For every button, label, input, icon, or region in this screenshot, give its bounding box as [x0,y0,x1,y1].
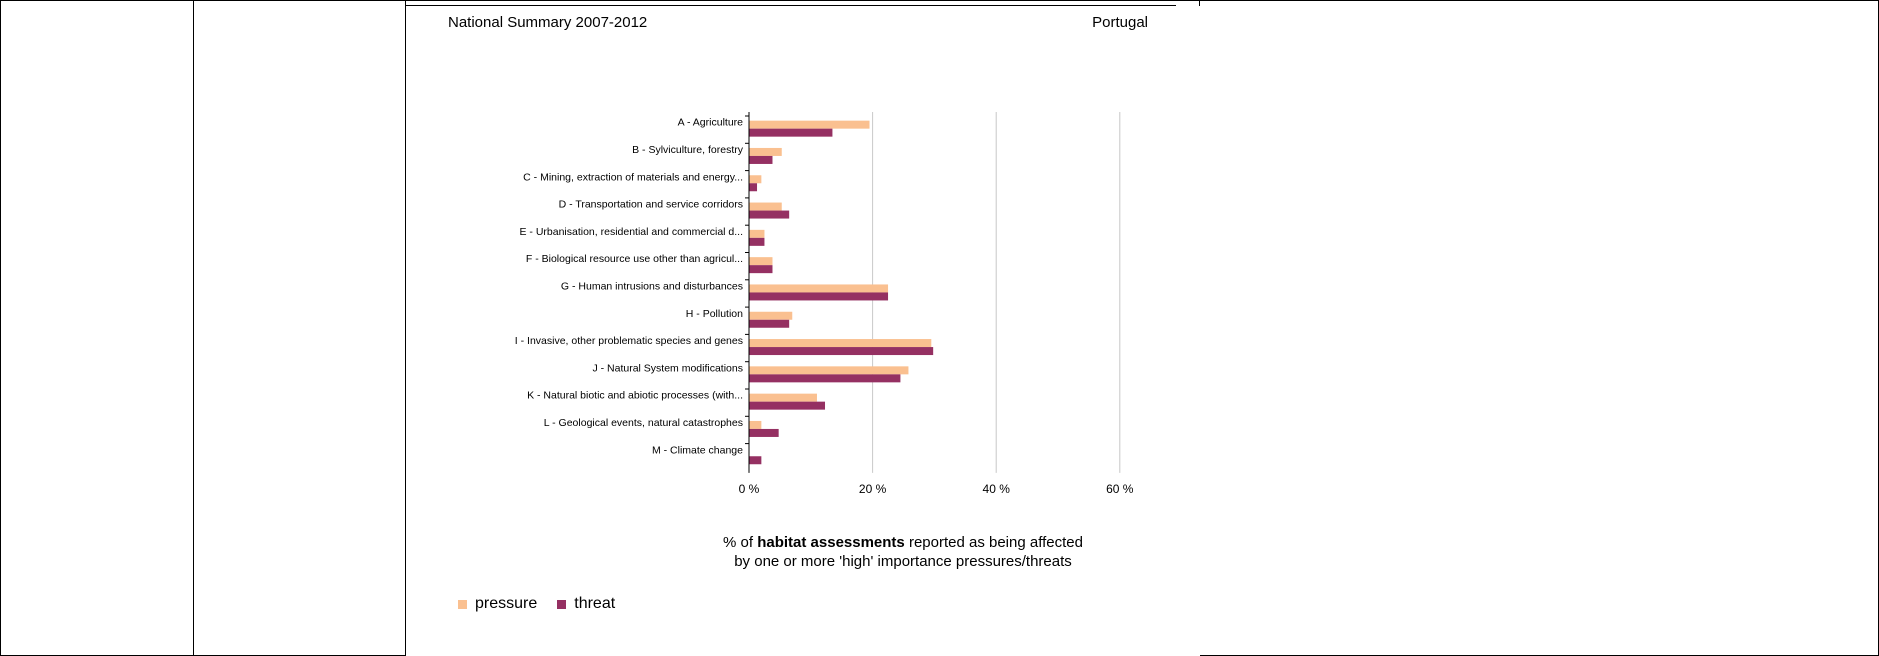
bar-threat [749,401,826,410]
category-label: K - Natural biotic and abiotic processes… [527,390,743,402]
caption-prefix: % of [723,534,758,551]
bar-pressure [749,120,870,129]
bar-threat [749,292,889,301]
column-divider [193,0,194,656]
category-label: C - Mining, extraction of materials and … [523,171,743,183]
legend-item-threat: threat [557,595,615,613]
bar-pressure [749,420,762,429]
caption-bold: habitat assessments [757,534,905,551]
category-label: J - Natural System modifications [592,362,743,374]
category-label: D - Transportation and service corridors [559,199,743,211]
legend-swatch-threat [557,599,567,609]
bar-pressure [749,175,762,184]
x-tick-label: 60 % [1106,482,1134,496]
bar-threat [749,155,773,164]
category-label: L - Geological events, natural catastrop… [544,417,743,429]
column-divider [405,0,406,656]
bar-pressure [749,147,782,156]
category-label: I - Invasive, other problematic species … [515,335,743,347]
country-name: Portugal [1092,14,1148,31]
category-label: G - Human intrusions and disturbances [561,280,743,292]
category-label: H - Pollution [686,308,743,320]
bar-threat [749,374,901,383]
legend-swatch-pressure [458,599,467,609]
category-label: A - Agriculture [678,117,744,129]
bar-chart: A - Agriculture B - Sylviculture, forestr… [515,112,1134,496]
bar-threat [749,347,934,356]
legend-label-threat: threat [574,595,616,612]
report-title: National Summary 2007-2012 [448,14,648,31]
category-label: E - Urbanisation, residential and commer… [519,226,743,238]
category-label: F - Biological resource use other than a… [526,253,743,265]
chart-legend: pressure threat [458,595,635,613]
bar-threat [749,210,790,219]
x-tick-label: 40 % [983,482,1011,496]
panel-top-border [406,5,1176,6]
bar-threat [749,183,758,192]
bar-pressure [749,339,932,348]
bar-pressure [749,366,909,375]
category-label: B - Sylviculture, forestry [632,144,744,156]
caption-line2: by one or more 'high' importance pressur… [734,553,1072,570]
legend-item-pressure: pressure [458,595,537,613]
chart-panel: National Summary 2007-2012 Portugal A - … [406,6,1200,656]
caption-suffix: reported as being affected [904,534,1083,551]
bar-threat [749,128,833,137]
legend-label-pressure: pressure [475,595,538,612]
bar-threat [749,319,790,328]
x-tick-label: 20 % [859,482,887,496]
bar-pressure [749,311,793,320]
bar-pressure [749,202,782,211]
bar-threat [749,237,765,246]
bar-threat [749,265,773,274]
bar-pressure [749,257,773,266]
category-label: M - Climate change [652,444,743,456]
bar-threat [749,428,779,437]
chart-caption: % of habitat assessments reported as bei… [406,533,1200,571]
bar-threat [749,456,762,465]
bar-pressure [749,229,765,238]
x-tick-label: 0 % [739,482,760,496]
bar-pressure [749,284,889,293]
bar-pressure [749,393,817,402]
